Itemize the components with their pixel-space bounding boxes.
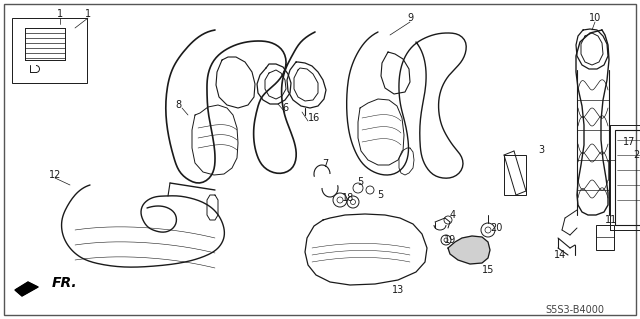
Bar [596, 225, 614, 250]
Text: 4: 4 [450, 210, 456, 220]
Bar [504, 155, 526, 195]
Text: 20: 20 [490, 223, 502, 233]
Polygon shape [448, 236, 490, 264]
Polygon shape [15, 282, 38, 296]
Text: 13: 13 [392, 285, 404, 295]
Text: 1: 1 [57, 9, 63, 19]
Text: S5S3-B4000: S5S3-B4000 [545, 305, 605, 315]
Text: 10: 10 [589, 13, 601, 23]
Text: 8: 8 [176, 100, 182, 110]
Text: 1: 1 [85, 9, 91, 19]
Text: 12: 12 [49, 170, 61, 180]
Text: 14: 14 [554, 250, 566, 260]
Text: 3: 3 [538, 145, 544, 155]
Text: 19: 19 [444, 235, 456, 245]
Text: 15: 15 [482, 265, 494, 275]
Text: 16: 16 [308, 113, 320, 123]
Text: 7: 7 [322, 159, 328, 169]
Text: 5: 5 [357, 177, 363, 187]
Text: 11: 11 [605, 215, 617, 225]
Bar [12, 18, 87, 83]
Bar [615, 130, 640, 225]
Text: 6: 6 [282, 103, 288, 113]
Text: 18: 18 [342, 193, 354, 203]
Text: 5: 5 [377, 190, 383, 200]
Text: 2: 2 [633, 150, 639, 160]
Text: 9: 9 [407, 13, 413, 23]
Text: 17: 17 [623, 137, 636, 147]
Text: FR.: FR. [52, 276, 77, 290]
